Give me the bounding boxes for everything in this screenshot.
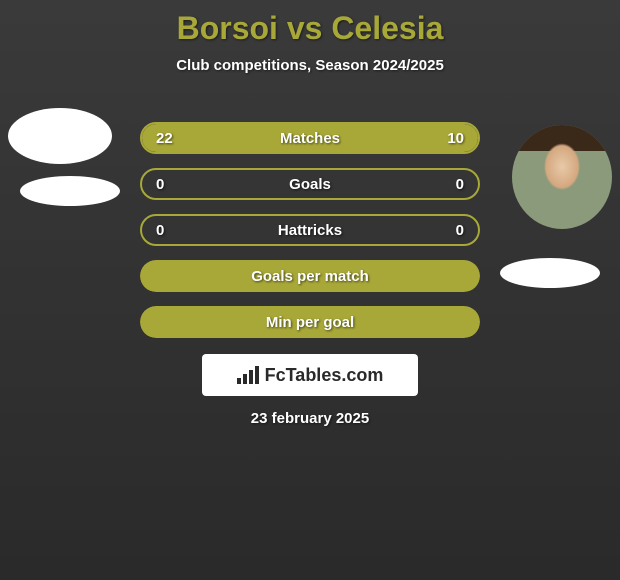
- value-right: 10: [447, 130, 464, 147]
- stat-row-hattricks: 0 Hattricks 0: [140, 214, 480, 246]
- logo-box: FcTables.com: [202, 354, 418, 396]
- player-left-badge: [20, 176, 120, 206]
- value-right: 0: [456, 222, 464, 239]
- player-right-avatar: [512, 125, 612, 229]
- page-subtitle: Club competitions, Season 2024/2025: [0, 57, 620, 74]
- player-left-avatar: [8, 108, 112, 164]
- stat-row-matches: 22 Matches 10: [140, 122, 480, 154]
- page-title: Borsoi vs Celesia: [0, 0, 620, 47]
- stat-label: Matches: [142, 130, 478, 147]
- player-right-face: [512, 125, 612, 229]
- stat-label: Hattricks: [142, 222, 478, 239]
- player-right-badge: [500, 258, 600, 288]
- stat-label: Min per goal: [140, 314, 480, 331]
- logo-text: FcTables.com: [265, 365, 384, 386]
- stat-label: Goals: [142, 176, 478, 193]
- stat-label: Goals per match: [140, 268, 480, 285]
- stat-row-min-per-goal: Min per goal: [140, 306, 480, 338]
- date-text: 23 february 2025: [0, 410, 620, 427]
- value-right: 0: [456, 176, 464, 193]
- stat-row-goals: 0 Goals 0: [140, 168, 480, 200]
- stat-row-goals-per-match: Goals per match: [140, 260, 480, 292]
- chart-icon: [237, 366, 259, 384]
- stats-container: 22 Matches 10 0 Goals 0 0 Hattricks 0 Go…: [140, 122, 480, 352]
